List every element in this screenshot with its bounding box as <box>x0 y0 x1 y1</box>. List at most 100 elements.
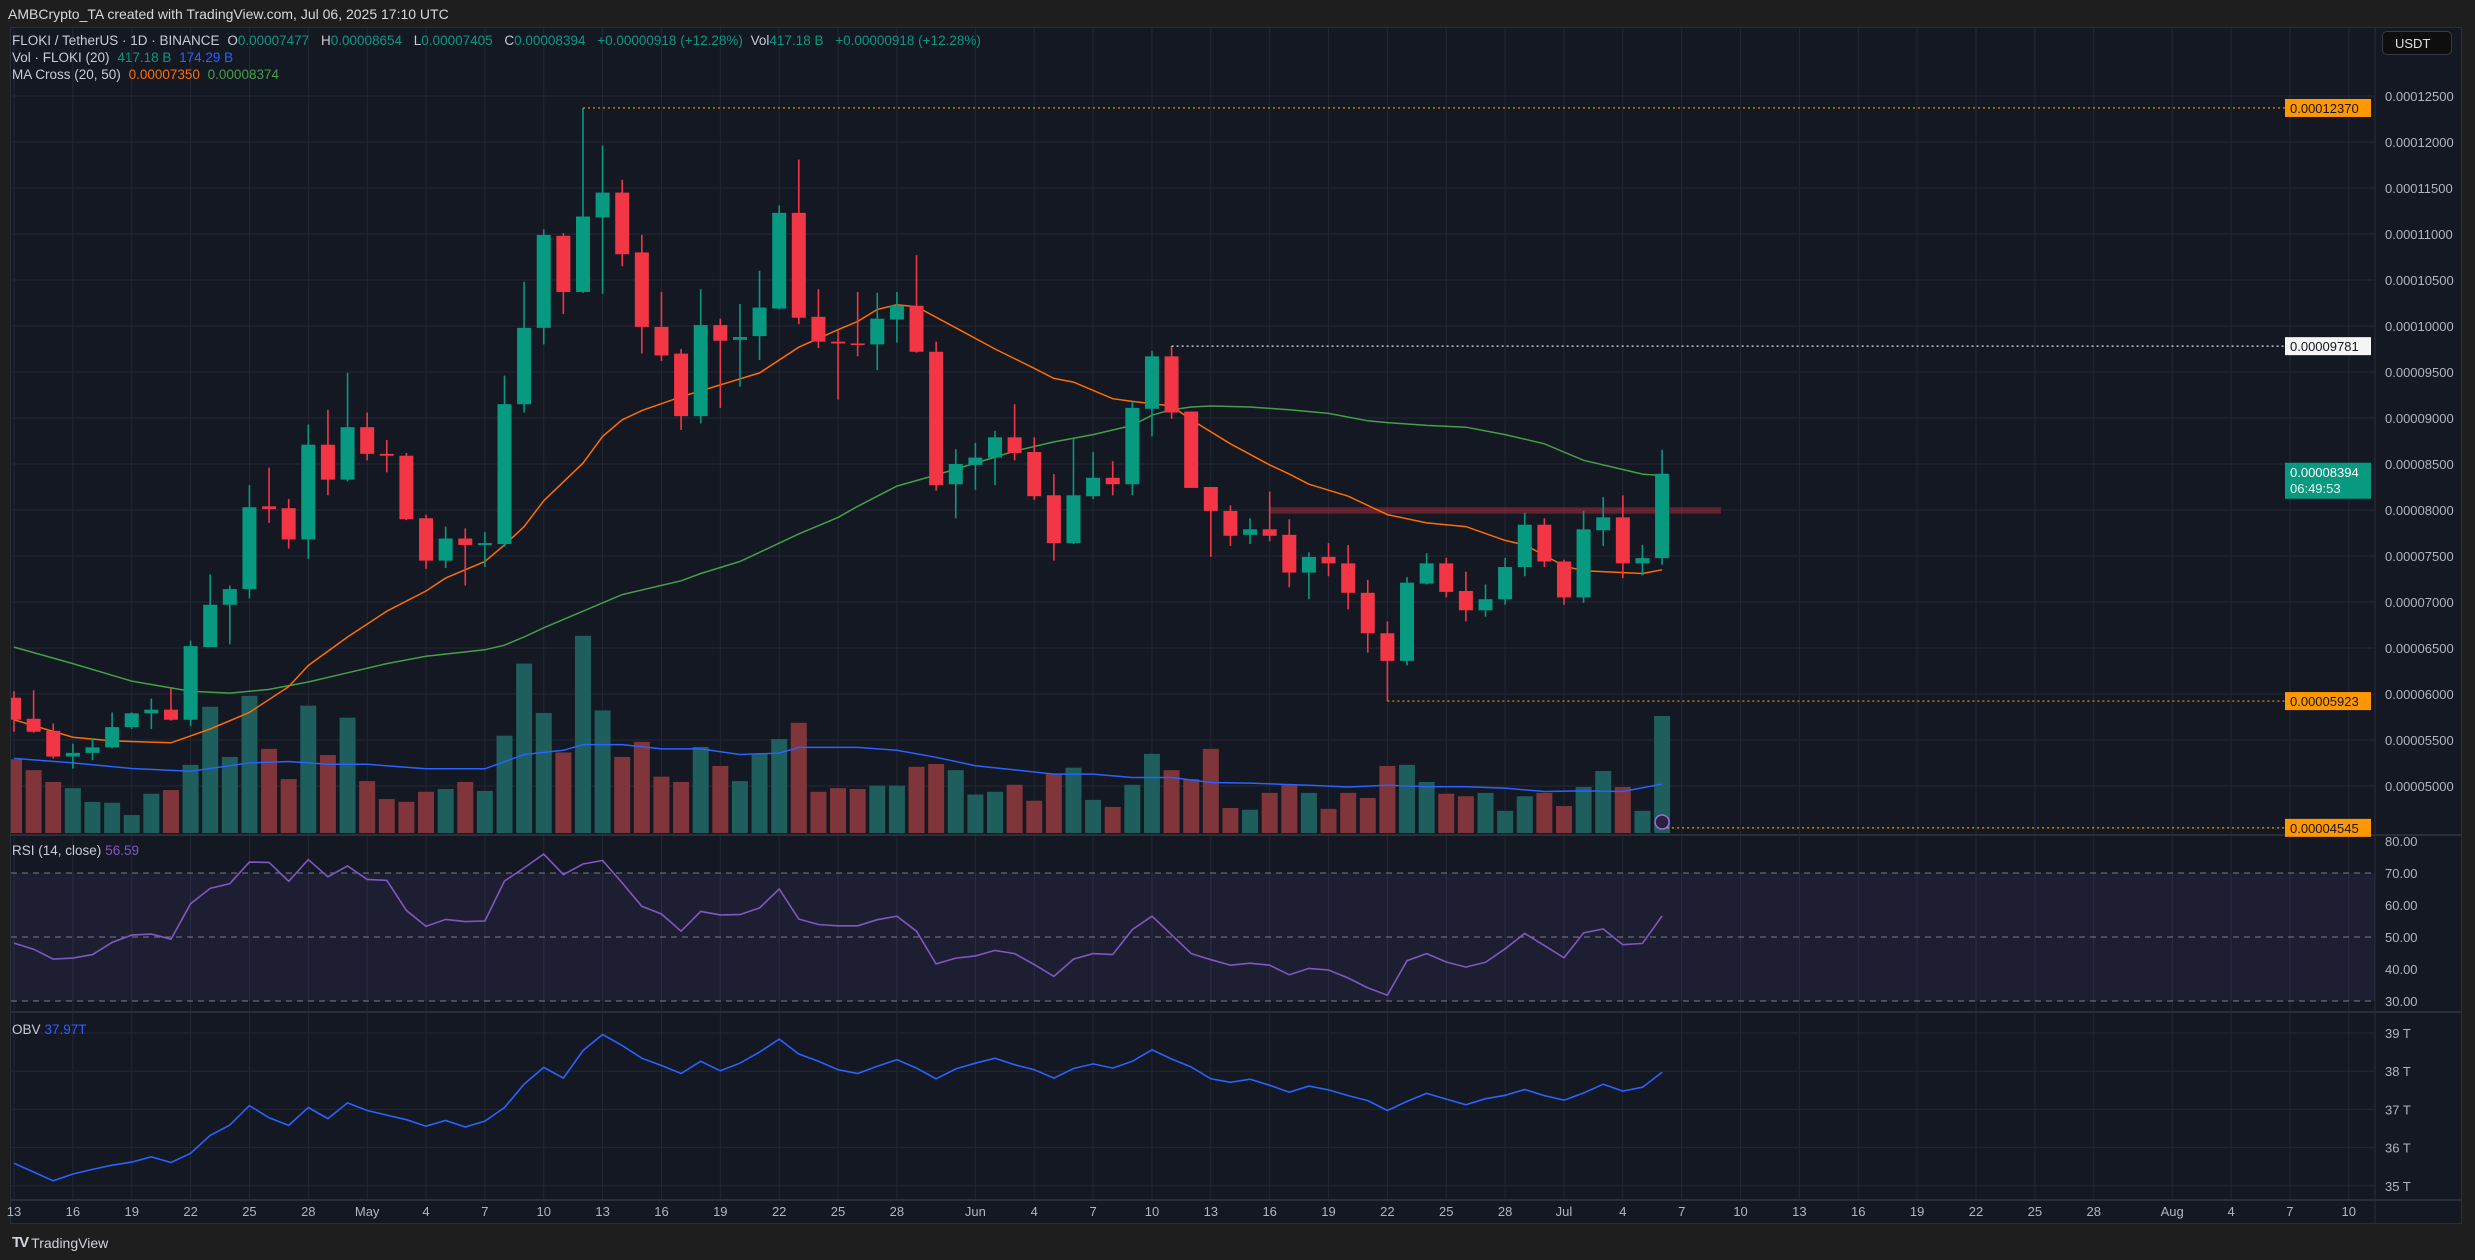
candle-body[interactable] <box>1262 529 1277 536</box>
candle-body[interactable] <box>634 252 649 327</box>
candle-body[interactable] <box>26 718 41 732</box>
candle-body[interactable] <box>556 235 571 292</box>
candle-body[interactable] <box>438 538 453 561</box>
candle-body[interactable] <box>772 212 787 309</box>
candle-body[interactable] <box>929 351 944 486</box>
candle-body[interactable] <box>497 404 512 545</box>
candle-body[interactable] <box>144 709 159 714</box>
volume-bar <box>182 764 199 833</box>
candle-body[interactable] <box>1655 473 1670 559</box>
candle-body[interactable] <box>1027 452 1042 497</box>
candle-body[interactable] <box>262 506 277 510</box>
candle-body[interactable] <box>1380 633 1395 661</box>
candle-body[interactable] <box>222 589 237 605</box>
candle-body[interactable] <box>1125 407 1140 485</box>
candle-body[interactable] <box>1105 477 1120 485</box>
candle-body[interactable] <box>163 709 178 720</box>
candle-body[interactable] <box>1184 411 1199 488</box>
candle-body[interactable] <box>889 305 904 320</box>
candle-body[interactable] <box>65 752 80 757</box>
candle-body[interactable] <box>1517 524 1532 568</box>
candle-body[interactable] <box>301 444 316 540</box>
price-level-label: 0.00012370 <box>2290 101 2359 116</box>
candle-body[interactable] <box>419 518 434 561</box>
candle-body[interactable] <box>242 507 257 590</box>
candle-body[interactable] <box>46 730 61 757</box>
candle-body[interactable] <box>654 326 669 356</box>
candle-body[interactable] <box>1007 437 1022 453</box>
candle-body[interactable] <box>1419 563 1434 584</box>
candle-body[interactable] <box>1341 563 1356 593</box>
volume-bar <box>1320 808 1337 833</box>
candle-body[interactable] <box>595 192 610 218</box>
candle-body[interactable] <box>536 234 551 328</box>
candle-body[interactable] <box>870 318 885 345</box>
candle-body[interactable] <box>1360 592 1375 634</box>
candle-body[interactable] <box>674 353 689 417</box>
candle-body[interactable] <box>1321 556 1336 564</box>
candle-body[interactable] <box>1282 534 1297 573</box>
candle-body[interactable] <box>1635 558 1650 564</box>
candle-body[interactable] <box>1223 510 1238 536</box>
candle-body[interactable] <box>615 192 630 255</box>
candle-body[interactable] <box>1537 524 1552 562</box>
candle-body[interactable] <box>477 543 492 545</box>
candle-body[interactable] <box>693 325 708 417</box>
candle-body[interactable] <box>1144 356 1159 409</box>
candle-body[interactable] <box>713 325 728 341</box>
currency-button[interactable]: USDT <box>2382 31 2452 55</box>
candle-body[interactable] <box>1066 495 1081 544</box>
candle-body[interactable] <box>85 747 100 753</box>
candle-body[interactable] <box>1576 529 1591 598</box>
candle-body[interactable] <box>811 316 826 342</box>
candle-body[interactable] <box>379 453 394 456</box>
candle-body[interactable] <box>948 464 963 485</box>
candle-body[interactable] <box>1556 561 1571 598</box>
volume-bar <box>555 752 572 833</box>
candle-body[interactable] <box>752 307 767 337</box>
volume-legend[interactable]: Vol · FLOKI (20) 417.18 B 174.29 B <box>12 50 234 65</box>
chart-frame[interactable] <box>10 27 2462 1224</box>
candle-body[interactable] <box>968 457 983 465</box>
candle-body[interactable] <box>458 538 473 545</box>
candle-body[interactable] <box>850 343 865 345</box>
candle-body[interactable] <box>340 427 355 480</box>
candle-body[interactable] <box>517 327 532 405</box>
candle-body[interactable] <box>1046 495 1061 544</box>
candle-body[interactable] <box>7 697 21 720</box>
lightning-icon[interactable] <box>1654 814 1670 830</box>
candle-body[interactable] <box>791 212 806 318</box>
candle-body[interactable] <box>320 444 335 480</box>
candle-body[interactable] <box>1301 556 1316 573</box>
candle-body[interactable] <box>281 508 296 540</box>
candle-body[interactable] <box>1478 599 1493 611</box>
candle-body[interactable] <box>399 455 414 520</box>
obv-legend[interactable]: OBV 37.97T <box>12 1022 87 1037</box>
rsi-legend[interactable]: RSI (14, close) 56.59 <box>12 843 140 858</box>
candle-body[interactable] <box>203 604 218 648</box>
candle-body[interactable] <box>1164 356 1179 413</box>
candle-body[interactable] <box>105 727 120 748</box>
candle-body[interactable] <box>1615 517 1630 564</box>
candle-body[interactable] <box>1596 517 1611 531</box>
candle-body[interactable] <box>1498 567 1513 600</box>
candle-body[interactable] <box>183 646 198 720</box>
date-tick-label: 4 <box>2227 1204 2234 1219</box>
candle-body[interactable] <box>1400 582 1415 661</box>
candle-body[interactable] <box>831 341 846 344</box>
candle-body[interactable] <box>360 427 375 454</box>
candle-body[interactable] <box>909 305 924 352</box>
candle-body[interactable] <box>1243 529 1258 535</box>
ma-cross-legend[interactable]: MA Cross (20, 50) 0.00007350 0.00008374 <box>12 67 279 82</box>
candle-body[interactable] <box>1458 590 1473 611</box>
candle-body[interactable] <box>988 437 1002 458</box>
resistance-zone-rect[interactable] <box>1269 507 1721 514</box>
symbol-name[interactable]: FLOKI / TetherUS · 1D · BINANCE <box>12 33 220 48</box>
candle-body[interactable] <box>1203 487 1218 511</box>
candle-body[interactable] <box>1439 563 1454 592</box>
candle-body[interactable] <box>1086 477 1101 497</box>
candle-body[interactable] <box>732 337 747 340</box>
candle-body[interactable] <box>124 713 139 728</box>
candle-body[interactable] <box>575 216 590 292</box>
